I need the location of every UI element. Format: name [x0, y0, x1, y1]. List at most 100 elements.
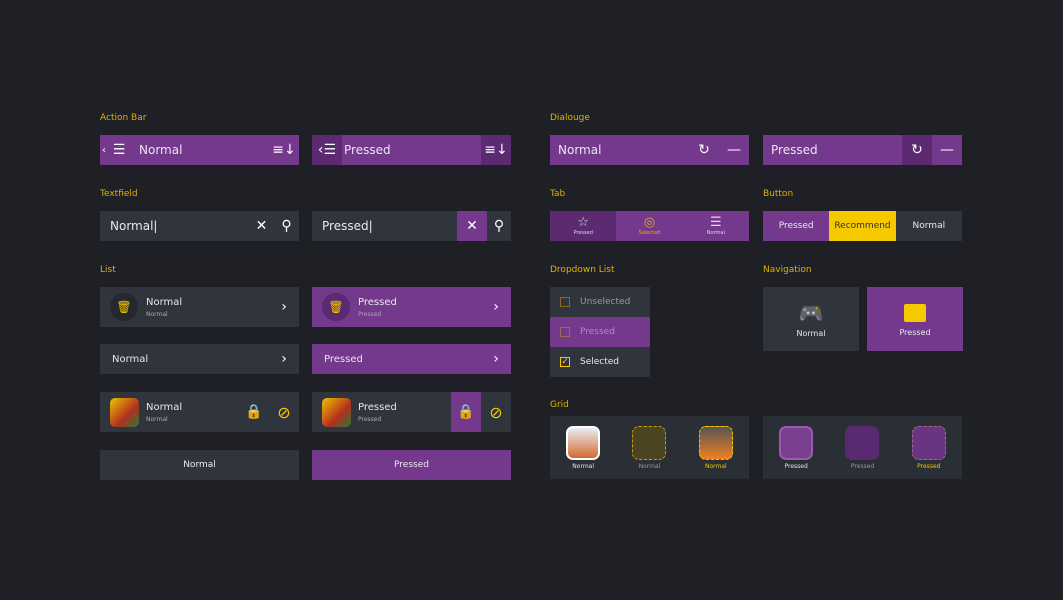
section-label-action-bar: Action Bar: [100, 113, 147, 123]
dialogue-normal: Normal ↻ —: [550, 135, 749, 165]
nav-item-label: Normal: [796, 328, 826, 338]
tab-label: Selected: [638, 230, 661, 236]
list-item-subtitle: Pressed: [358, 415, 382, 423]
grid-item[interactable]: Normal: [683, 425, 749, 470]
list-button-normal[interactable]: Normal: [100, 450, 299, 480]
section-label-navigation: Navigation: [763, 265, 812, 275]
textfield-value: Pressed|: [322, 219, 373, 233]
app-icon-temple: [845, 425, 880, 460]
dropdown-item-selected[interactable]: ✓ Selected: [550, 347, 650, 377]
block-icon[interactable]: ⊘: [277, 402, 291, 422]
block-icon[interactable]: ⊘: [489, 402, 503, 422]
clear-icon[interactable]: ✕: [255, 218, 268, 234]
action-bar-pressed: ‹☰ Pressed ≡↓: [312, 135, 511, 165]
pressed-button[interactable]: Pressed: [763, 211, 830, 241]
checkbox-icon[interactable]: [560, 327, 570, 337]
filter-sliders-icon[interactable]: ‹☰: [312, 135, 342, 165]
dialogue-pressed: Pressed ↻ —: [763, 135, 962, 165]
dropdown-item-label: Pressed: [580, 327, 615, 337]
textfield-text: Normal: [110, 219, 154, 233]
action-bar-normal: ‹ ☰ Normal ≡↓: [100, 135, 299, 165]
cookie-icon: ◎: [643, 215, 656, 230]
sort-icon[interactable]: ≡↓: [481, 135, 511, 165]
refresh-icon[interactable]: ↻: [902, 135, 932, 165]
lock-icon[interactable]: 🔒: [451, 392, 481, 432]
grid-item[interactable]: Normal: [550, 425, 616, 470]
app-icon-subway: [322, 397, 351, 427]
refresh-icon[interactable]: ↻: [698, 142, 710, 158]
filter-sliders-icon[interactable]: ☰: [112, 142, 126, 158]
app-icon-monkey: [911, 425, 946, 460]
grid-item[interactable]: Pressed: [763, 425, 829, 470]
chevron-right-icon: ›: [281, 299, 287, 315]
section-label-tab: Tab: [550, 189, 566, 199]
search-icon[interactable]: ⚲: [493, 218, 505, 234]
dialogue-title: Pressed: [771, 143, 818, 157]
section-label-list: List: [100, 265, 116, 275]
list-item-title: Pressed: [324, 353, 363, 365]
dropdown-item-label: Unselected: [580, 297, 631, 307]
textfield-value: Normal|: [110, 219, 158, 233]
section-label-grid: Grid: [550, 400, 569, 410]
tab-pressed[interactable]: ☆ Pressed: [550, 211, 617, 241]
minimize-icon[interactable]: —: [727, 142, 741, 158]
back-chevron-icon[interactable]: ‹: [102, 144, 106, 156]
grid-item[interactable]: Pressed: [896, 425, 962, 470]
sort-icon[interactable]: ≡↓: [272, 142, 296, 158]
nav-item-normal[interactable]: 🎮 Normal: [763, 287, 859, 351]
list-item-subtitle: Pressed: [358, 310, 382, 318]
list-item-title: Normal: [146, 401, 183, 413]
list-item[interactable]: Normal Normal 🔒 ⊘: [100, 392, 299, 432]
trash-icon: 🗑: [322, 293, 350, 321]
search-icon[interactable]: ⚲: [281, 218, 292, 234]
trash-icon: 🗑: [110, 293, 138, 321]
shop-bag-icon: [904, 304, 926, 322]
chevron-right-icon: ›: [493, 351, 499, 367]
star-icon: ☆: [577, 215, 589, 230]
list-item[interactable]: 🗑 Pressed Pressed ›: [312, 287, 511, 327]
nav-item-pressed[interactable]: Pressed: [867, 287, 963, 351]
dropdown-item-pressed[interactable]: Pressed: [550, 317, 650, 347]
grid-item[interactable]: Pressed: [829, 425, 895, 470]
nav-item-label: Pressed: [899, 328, 931, 337]
grid-item-label: Pressed: [850, 462, 875, 470]
list-item[interactable]: Pressed Pressed 🔒 ⊘: [312, 392, 511, 432]
list-item-subtitle: Normal: [146, 415, 168, 423]
section-label-textfield: Textfield: [100, 189, 138, 199]
dropdown-list: Unselected Pressed ✓ Selected: [550, 287, 650, 377]
list-button-pressed[interactable]: Pressed: [312, 450, 511, 480]
tab-normal[interactable]: ☰ Normal: [683, 211, 749, 241]
grid-pressed: Pressed Pressed Pressed: [763, 416, 962, 479]
grid-item-label: Normal: [638, 462, 661, 470]
list-item-title: Pressed: [358, 296, 397, 308]
grid-item[interactable]: Normal: [616, 425, 682, 470]
minimize-icon[interactable]: —: [940, 142, 954, 158]
chevron-right-icon: ›: [281, 351, 287, 367]
textfield-normal[interactable]: Normal| ✕ ⚲: [100, 211, 299, 241]
app-icon-cup: [779, 425, 814, 460]
lock-icon[interactable]: 🔒: [245, 404, 263, 420]
tab-selected[interactable]: ◎ Selected: [616, 211, 682, 241]
checkbox-icon[interactable]: [560, 297, 570, 307]
app-icon-cup: [566, 425, 601, 460]
textfield-pressed[interactable]: Pressed| ✕ ⚲: [312, 211, 511, 241]
list-item[interactable]: Normal ›: [100, 344, 299, 374]
section-label-dialogue: Dialouge: [550, 113, 590, 123]
dropdown-item-unselected[interactable]: Unselected: [550, 287, 650, 317]
grid-normal: Normal Normal Normal: [550, 416, 749, 479]
section-label-button: Button: [763, 189, 794, 199]
app-icon-temple: [632, 425, 667, 460]
list-item[interactable]: 🗑 Normal Normal ›: [100, 287, 299, 327]
recommend-button[interactable]: Recommend: [829, 211, 896, 241]
checkbox-checked-icon[interactable]: ✓: [560, 357, 570, 367]
grid-item-label: Normal: [704, 462, 727, 470]
action-bar-title: Normal: [139, 143, 183, 157]
normal-button[interactable]: Normal: [895, 211, 962, 241]
grid-item-label: Pressed: [784, 462, 808, 470]
app-icon-monkey: [698, 425, 733, 460]
list-item[interactable]: Pressed ›: [312, 344, 511, 374]
list-item-title: Normal: [112, 353, 149, 365]
clear-icon[interactable]: ✕: [457, 211, 487, 241]
button-group: Pressed Recommend Normal: [763, 211, 962, 241]
textfield-text: Pressed: [322, 219, 369, 233]
